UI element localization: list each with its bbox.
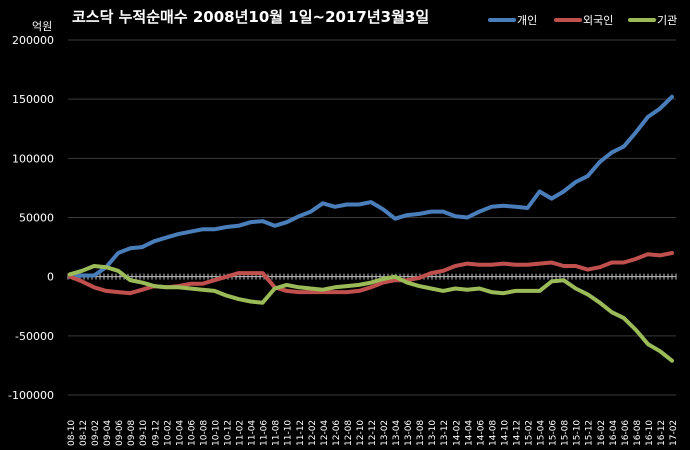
x-tick-label: 10-08 — [199, 420, 209, 446]
x-tick-label: 13-10 — [428, 420, 438, 446]
x-tick-label: 12-10 — [356, 420, 366, 446]
legend-label: 외국인 — [583, 14, 613, 27]
x-tick-label: 15-04 — [537, 420, 547, 446]
x-tick-label: 09-12 — [151, 420, 161, 446]
y-tick-label: 150000 — [12, 93, 54, 106]
y-axis-ticks: 200000 150000 100000 50000 0 -50000 -100000 — [8, 34, 54, 402]
x-tick-label: 13-02 — [380, 420, 390, 446]
x-tick-label: 15-10 — [573, 420, 583, 446]
x-tick-label: 15-12 — [585, 420, 595, 446]
x-tick-label: 10-06 — [187, 420, 197, 446]
x-tick-label: 16-02 — [597, 420, 607, 446]
x-axis-ticks: 08-10 08-12 09-02 09-04 09-06 09-08 09-10 09-12… — [67, 420, 679, 446]
x-tick-label: 14-08 — [488, 420, 498, 446]
x-tick-label: 10-04 — [175, 420, 185, 446]
x-tick-label: 14-12 — [512, 420, 522, 446]
series-lines — [68, 94, 674, 363]
x-tick-label: 16-12 — [657, 420, 667, 446]
x-tick-label: 09-06 — [115, 420, 125, 446]
series-line-0 — [68, 94, 674, 279]
legend: 개인 외국인 기관 — [488, 14, 677, 27]
x-tick-label: 16-10 — [645, 420, 655, 446]
x-tick-label: 08-10 — [67, 420, 77, 446]
legend-label: 개인 — [517, 14, 537, 27]
x-tick-label: 12-04 — [320, 420, 330, 446]
y-tick-label: -100000 — [8, 389, 54, 402]
chart-title: 코스닥 누적순매수 2008년10월 1일~2017년3월3일 — [72, 8, 429, 26]
y-tick-label: 100000 — [12, 152, 54, 165]
x-tick-label: 12-02 — [308, 420, 318, 446]
x-tick-label: 17-02 — [669, 420, 679, 446]
y-axis-unit-label: 억원 — [32, 20, 52, 33]
y-tick-label: 200000 — [12, 34, 54, 47]
x-tick-label: 12-08 — [344, 420, 354, 446]
x-tick-label: 13-08 — [416, 420, 426, 446]
gridlines — [68, 39, 676, 396]
x-tick-label: 14-02 — [452, 420, 462, 446]
y-tick-label: -50000 — [15, 330, 54, 343]
x-tick-label: 16-04 — [609, 420, 619, 446]
x-tick-label: 09-04 — [103, 420, 113, 446]
x-tick-label: 10-02 — [163, 420, 173, 446]
x-tick-label: 14-10 — [500, 420, 510, 446]
x-tick-label: 13-04 — [392, 420, 402, 446]
x-tick-label: 11-08 — [272, 420, 282, 446]
x-tick-label: 09-10 — [139, 420, 149, 446]
x-tick-label: 14-04 — [464, 420, 474, 446]
x-tick-label: 13-12 — [440, 420, 450, 446]
x-tick-label: 13-06 — [404, 420, 414, 446]
x-tick-label: 12-12 — [368, 420, 378, 446]
x-tick-label: 14-06 — [476, 420, 486, 446]
x-tick-label: 10-12 — [224, 420, 234, 446]
series-line-2 — [68, 264, 674, 363]
x-tick-label: 09-08 — [127, 420, 137, 446]
y-tick-label: 0 — [47, 271, 54, 284]
legend-label: 기관 — [657, 14, 677, 27]
x-tick-label: 11-10 — [284, 420, 294, 446]
x-tick-label: 15-08 — [561, 420, 571, 446]
x-tick-label: 08-12 — [79, 420, 89, 446]
x-tick-label: 09-02 — [91, 420, 101, 446]
x-tick-label: 15-02 — [525, 420, 535, 446]
x-tick-label: 10-10 — [211, 420, 221, 446]
x-tick-label: 11-02 — [236, 420, 246, 446]
x-tick-label: 15-06 — [549, 420, 559, 446]
x-tick-label: 11-04 — [248, 420, 258, 446]
x-tick-label: 16-06 — [621, 420, 631, 446]
y-tick-label: 50000 — [19, 212, 54, 225]
x-axis — [67, 273, 677, 280]
x-tick-label: 11-12 — [296, 420, 306, 446]
x-tick-label: 12-06 — [332, 420, 342, 446]
x-tick-label: 11-06 — [260, 420, 270, 446]
x-tick-label: 16-08 — [633, 420, 643, 446]
